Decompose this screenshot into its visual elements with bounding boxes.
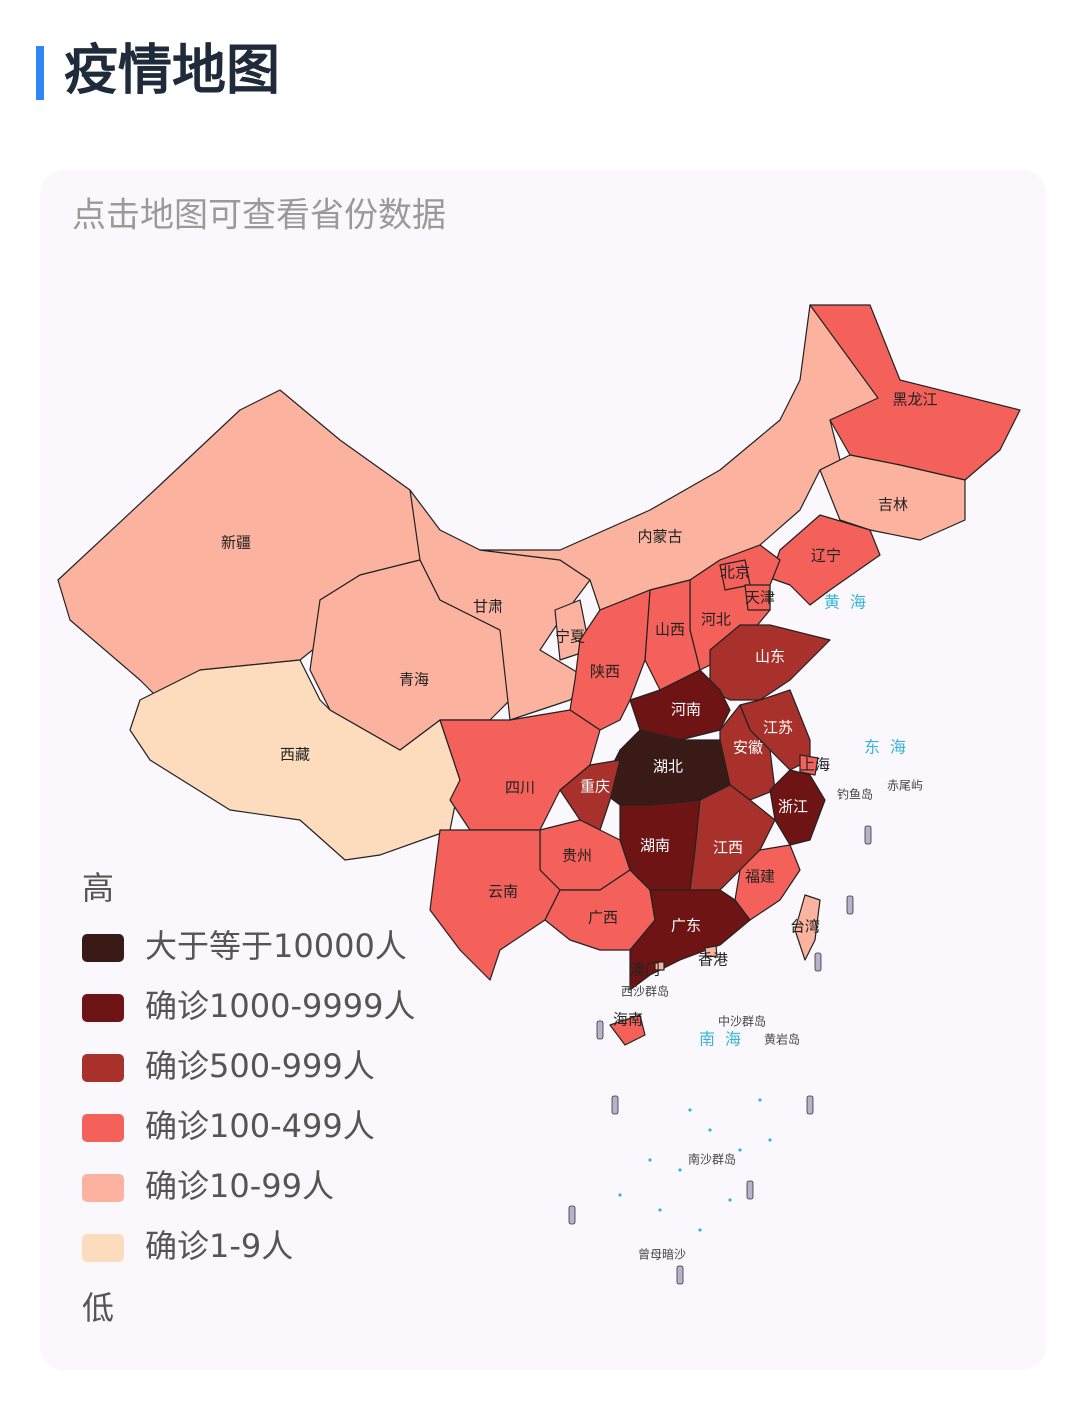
island-dot (648, 1158, 652, 1162)
province[interactable] (819, 454, 966, 541)
island-dot (618, 1193, 622, 1197)
province-label: 四川 (505, 779, 535, 797)
legend-high: 高 (82, 869, 114, 907)
province[interactable] (769, 769, 826, 846)
island-dot (738, 1148, 742, 1152)
province[interactable] (309, 559, 521, 751)
island-dot (688, 1108, 692, 1112)
sea-boundary (806, 1095, 814, 1115)
island-dot (678, 1168, 682, 1172)
province-label: 山东 (755, 648, 785, 666)
province[interactable] (609, 1014, 646, 1046)
island-label: 钓鱼岛 (837, 787, 873, 802)
legend-label: 确诊1-9人 (145, 1227, 293, 1265)
province-label: 浙江 (778, 798, 808, 816)
sea-label: 黄海 (824, 593, 876, 612)
legend-swatch (82, 1114, 124, 1142)
legend-label: 确诊1000-9999人 (145, 987, 415, 1025)
sea-boundary (746, 1180, 754, 1200)
legend-label: 确诊500-999人 (145, 1047, 375, 1085)
province-label: 福建 (745, 868, 775, 886)
province[interactable] (569, 589, 651, 731)
legend-label: 大于等于10000人 (145, 927, 407, 965)
province-label: 香港 (698, 951, 728, 969)
legend-swatch (82, 1234, 124, 1262)
province-label: 澳门 (630, 961, 660, 979)
sea-boundary (596, 1020, 604, 1040)
province-label: 甘肃 (473, 598, 503, 616)
province-label: 西藏 (280, 746, 310, 764)
island-dot (658, 1208, 662, 1212)
island-label: 中沙群岛 (718, 1014, 766, 1029)
province-label: 青海 (399, 671, 429, 689)
province-label: 河北 (701, 611, 731, 629)
island-dot (758, 1098, 762, 1102)
island-label: 西沙群岛 (621, 984, 669, 999)
province-label: 天津 (745, 589, 775, 607)
island-dot (768, 1138, 772, 1142)
island-label: 曾母暗沙 (638, 1247, 686, 1262)
legend-swatch (82, 1174, 124, 1202)
province-label: 北京 (720, 564, 750, 582)
province-label: 内蒙古 (637, 528, 682, 546)
province-label: 上海 (800, 756, 830, 774)
province[interactable] (769, 514, 881, 606)
legend: 高 低 大于等于10000人确诊1000-9999人确诊500-999人确诊10… (82, 869, 415, 1327)
province-label: 重庆 (580, 778, 610, 796)
province-label: 山西 (655, 621, 685, 639)
province-label: 宁夏 (555, 628, 585, 646)
legend-swatch (82, 994, 124, 1022)
province-label: 广东 (671, 917, 701, 935)
province[interactable] (439, 709, 601, 831)
legend-label: 确诊10-99人 (145, 1167, 334, 1205)
sea-boundary (846, 895, 854, 915)
province[interactable] (654, 961, 665, 971)
map-hint: 点击地图可查看省份数据 (72, 196, 446, 236)
legend-swatch (82, 1054, 124, 1082)
province-label: 陕西 (590, 663, 620, 681)
title-accent (36, 46, 44, 100)
province[interactable] (799, 754, 819, 776)
province-label: 新疆 (221, 534, 251, 552)
province-label: 广西 (588, 909, 618, 927)
province-label: 台湾 (790, 918, 820, 936)
province-label: 海南 (613, 1011, 643, 1029)
island-label: 赤尾屿 (887, 779, 923, 793)
province-label: 吉林 (878, 496, 908, 514)
province-label: 河南 (671, 701, 701, 719)
province-label: 安徽 (733, 739, 763, 757)
sea-boundary (568, 1205, 576, 1225)
province-label: 贵州 (562, 847, 592, 865)
sea-boundary (814, 952, 822, 972)
sea-boundary (611, 1095, 619, 1115)
legend-low: 低 (82, 1289, 114, 1327)
page-title: 疫情地图 (64, 39, 280, 102)
sea-label: 东海 (864, 738, 916, 757)
island-dot (708, 1128, 712, 1132)
island-dot (698, 1228, 702, 1232)
island-label: 黄岩岛 (764, 1032, 800, 1047)
province[interactable] (704, 945, 718, 958)
province[interactable] (744, 584, 771, 611)
province-label: 江苏 (763, 719, 793, 737)
island-label: 南沙群岛 (688, 1152, 736, 1167)
sea-boundary (864, 825, 872, 845)
province-label: 辽宁 (811, 547, 841, 565)
sea-boundary (676, 1265, 684, 1285)
legend-swatch (82, 934, 124, 962)
sea-label: 南海 (699, 1030, 751, 1049)
province-label: 江西 (713, 839, 743, 857)
province[interactable] (794, 894, 821, 961)
province-label: 湖南 (640, 837, 670, 855)
province-label: 湖北 (653, 758, 683, 776)
province-label: 黑龙江 (892, 391, 937, 409)
province-label: 云南 (488, 883, 518, 901)
legend-label: 确诊100-499人 (145, 1107, 375, 1145)
island-dot (728, 1198, 732, 1202)
